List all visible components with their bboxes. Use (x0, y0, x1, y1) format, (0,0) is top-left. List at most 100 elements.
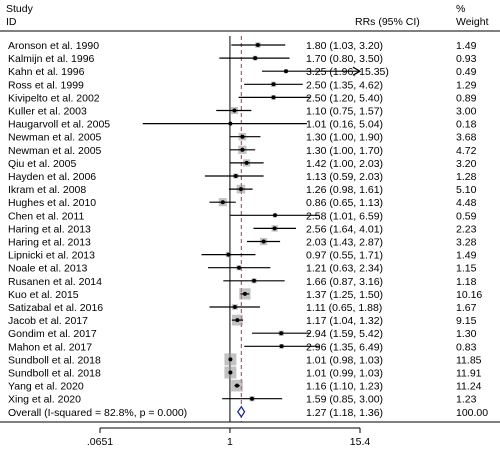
study-row: Hughes et al. 2010 0.86 (0.65, 1.13) 4.48 (8, 197, 477, 209)
study-weight: 5.10 (456, 184, 477, 196)
study-row: Jacob et al. 2017 1.17 (1.04, 1.32) 9.15 (8, 314, 477, 327)
header-id: ID (6, 16, 17, 28)
point-estimate (238, 187, 243, 192)
study-id: Sundboll et al. 2018 (8, 368, 101, 380)
study-row: Kuo et al. 2015 1.37 (1.25, 1.50) 10.16 (8, 288, 482, 301)
study-weight: 9.15 (456, 315, 477, 327)
study-weight: 11.91 (456, 368, 482, 380)
study-rr-ci: 2.94 (1.59, 5.42) (306, 328, 383, 340)
point-estimate (240, 147, 245, 152)
study-rr-ci: 1.11 (0.65, 1.88) (306, 302, 382, 314)
study-row: Kalmijn et al. 1996 1.70 (0.80, 3.50) 0.93 (8, 53, 477, 65)
study-row: Kuller et al. 2003 1.10 (0.75, 1.57) 3.00 (8, 106, 477, 118)
point-estimate (220, 200, 225, 205)
x-tick-label: .0651 (87, 436, 113, 448)
study-id: Qiu et al. 2005 (8, 158, 76, 170)
point-estimate (252, 278, 257, 283)
point-estimate (261, 239, 266, 244)
study-rr-ci: 1.26 (0.98, 1.61) (306, 184, 383, 196)
study-weight: 1.49 (456, 40, 477, 52)
study-row: Rusanen et al. 2014 1.66 (0.87, 3.16) 1.18 (8, 276, 477, 288)
study-row: Xing et al. 2020 1.59 (0.85, 3.00) 1.23 (8, 394, 477, 406)
study-rr-ci: 1.70 (0.80, 3.50) (306, 53, 383, 65)
study-row: Satizabal et al. 2016 1.11 (0.65, 1.88) 1.… (8, 302, 477, 314)
header-study: Study (6, 3, 34, 15)
study-id: Yang et al. 2020 (8, 381, 84, 393)
study-id: Gondim et al. 2017 (8, 328, 97, 340)
study-row: Kahn et al. 1996 3.25 (1.96, 15.35) 0.49 (8, 66, 477, 78)
study-weight: 1.30 (456, 328, 477, 340)
study-row: Qiu et al. 2005 1.42 (1.00, 2.03) 3.20 (8, 158, 477, 170)
study-row: Newman et al. 2005 1.30 (1.00, 1.70) 4.72 (8, 145, 477, 157)
point-estimate (228, 370, 233, 375)
point-estimate (279, 344, 284, 349)
overall-row: Overall (I-squared = 82.8%, p = 0.000) 1.… (8, 405, 488, 419)
study-id: Ikram et al. 2008 (8, 184, 86, 196)
study-rr-ci: 1.17 (1.04, 1.32) (306, 315, 383, 327)
study-weight: 1.67 (456, 302, 477, 314)
point-estimate (232, 305, 237, 309)
study-rr-ci: 1.42 (1.00, 2.03) (306, 158, 383, 170)
point-estimate (237, 265, 242, 270)
study-id: Kivipelto et al. 2002 (8, 92, 100, 104)
study-rr-ci: 1.30 (1.00, 1.70) (306, 145, 383, 157)
study-rr-ci: 0.97 (0.55, 1.71) (306, 250, 383, 262)
study-row: Aronson et al. 1990 1.80 (1.03, 3.20) 1.49 (8, 40, 477, 52)
study-id: Satizabal et al. 2016 (8, 302, 103, 314)
study-row: Hayden et al. 2006 1.13 (0.59, 2.03) 1.28 (8, 171, 477, 183)
study-rr-ci: 1.80 (1.03, 3.20) (306, 40, 383, 52)
header-percent: % (456, 3, 465, 15)
study-rr-ci: 1.01 (0.16, 5.04) (306, 119, 383, 131)
study-rr-ci: 1.10 (0.75, 1.57) (306, 106, 383, 118)
study-rr-ci: 1.21 (0.63, 2.34) (306, 263, 383, 275)
study-weight: 0.59 (456, 210, 477, 222)
study-id: Rusanen et al. 2014 (8, 276, 102, 288)
study-row: Ikram et al. 2008 1.26 (0.98, 1.61) 5.10 (8, 184, 477, 196)
study-weight: 1.49 (456, 250, 477, 262)
study-id: Kahn et al. 1996 (8, 66, 85, 78)
study-row: Mahon et al. 2017 2.96 (1.35, 6.49) 0.83 (8, 341, 477, 353)
study-row: Haring et al. 2013 2.56 (1.64, 4.01) 2.23 (8, 223, 477, 235)
study-weight: 0.49 (456, 66, 477, 78)
study-rr-ci: 1.37 (1.25, 1.50) (306, 289, 383, 301)
study-rr-ci: 1.01 (0.98, 1.03) (306, 354, 383, 366)
study-id: Noale et al. 2013 (8, 263, 88, 275)
point-estimate (271, 95, 276, 100)
study-rr-ci: 1.66 (0.87, 3.16) (306, 276, 383, 288)
study-weight: 4.48 (456, 197, 477, 209)
header-effect-label: RRs (95% CI) (355, 16, 420, 28)
point-estimate (228, 121, 233, 126)
study-id: Kalmijn et al. 1996 (8, 53, 95, 65)
study-rr-ci: 2.50 (1.35, 4.62) (306, 79, 383, 91)
point-estimate (271, 82, 276, 87)
study-rows: Aronson et al. 1990 1.80 (1.03, 3.20) 1.49… (8, 40, 488, 419)
study-rr-ci: 2.58 (1.01, 6.59) (306, 210, 383, 222)
study-row: Haugarvoll et al. 2005 1.01 (0.16, 5.04) 0… (8, 119, 477, 131)
study-rr-ci: 2.56 (1.64, 4.01) (306, 223, 383, 235)
point-estimate (235, 318, 240, 323)
study-weight: 0.83 (456, 341, 477, 353)
point-estimate (273, 213, 278, 218)
study-id: Sundboll et al. 2018 (8, 354, 101, 366)
study-row: Noale et al. 2013 1.21 (0.63, 2.34) 1.15 (8, 263, 477, 275)
study-rr-ci: 1.16 (1.10, 1.23) (306, 381, 383, 393)
study-id: Chen et al. 2011 (8, 210, 84, 222)
study-id: Haugarvoll et al. 2005 (8, 119, 110, 131)
study-id: Hughes et al. 2010 (8, 197, 96, 209)
point-estimate (240, 134, 245, 139)
x-tick-label: 15.4 (350, 436, 371, 448)
point-estimate (279, 331, 284, 336)
overall-diamond (237, 405, 246, 418)
point-estimate (253, 56, 258, 61)
study-weight: 3.00 (456, 106, 477, 118)
study-weight: 11.85 (456, 354, 482, 366)
study-row: Sundboll et al. 2018 1.01 (0.98, 1.03) 11.… (8, 353, 482, 366)
study-id: Jacob et al. 2017 (8, 315, 88, 327)
overall-rr-ci: 1.27 (1.18, 1.36) (306, 407, 383, 419)
study-row: Sundboll et al. 2018 1.01 (0.99, 1.03) 11.… (8, 366, 482, 380)
study-rr-ci: 2.50 (1.20, 5.40) (306, 92, 383, 104)
study-rr-ci: 0.86 (0.65, 1.13) (306, 197, 383, 209)
study-row: Lipnicki et al. 2013 0.97 (0.55, 1.71) 1.4… (8, 250, 477, 262)
study-rr-ci: 1.01 (0.99, 1.03) (306, 368, 383, 380)
